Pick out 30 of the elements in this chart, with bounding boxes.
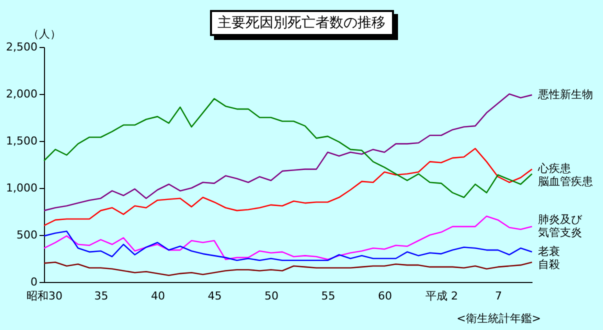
y-axis-title: （人） bbox=[28, 28, 61, 40]
y-tick-label: 500 bbox=[16, 228, 38, 242]
x-tick-label: 40 bbox=[150, 290, 165, 302]
y-tick-label: 1,500 bbox=[6, 134, 38, 148]
line-series bbox=[43, 216, 533, 260]
y-tick-label: 1,000 bbox=[6, 182, 38, 194]
line-series bbox=[43, 230, 533, 262]
x-tick-label: 55 bbox=[321, 290, 336, 302]
series-label: 肺炎及び気管支炎 bbox=[538, 213, 583, 240]
x-tick-label: 7 bbox=[494, 290, 502, 302]
y-tick-label: 0 bbox=[30, 276, 38, 288]
line-series bbox=[43, 262, 533, 276]
line-series bbox=[43, 98, 533, 198]
chart-title: 主要死因別死亡者数の推移 bbox=[210, 10, 394, 36]
y-tick-label: 2,000 bbox=[6, 88, 38, 100]
series-label: 老衰 bbox=[538, 244, 560, 258]
text: <衛生統計年鑑> bbox=[456, 311, 541, 326]
series-label: 自殺 bbox=[538, 258, 560, 271]
y-tick-label: 2,500 bbox=[6, 40, 38, 54]
x-tick-label: 昭和30 bbox=[26, 290, 62, 302]
x-tick-label: 45 bbox=[208, 290, 222, 302]
x-tick-label: 60 bbox=[378, 290, 392, 302]
line-series bbox=[43, 148, 533, 226]
x-tick-label: 50 bbox=[264, 290, 278, 302]
x-tick-label: 35 bbox=[94, 290, 108, 302]
series-label: 悪性新生物 bbox=[537, 88, 593, 101]
series-label: 脳血管疾患 bbox=[538, 175, 593, 188]
series-label: 心疾患 bbox=[537, 162, 571, 176]
x-tick-label: 平成 2 bbox=[425, 290, 458, 302]
line-series bbox=[43, 93, 533, 212]
